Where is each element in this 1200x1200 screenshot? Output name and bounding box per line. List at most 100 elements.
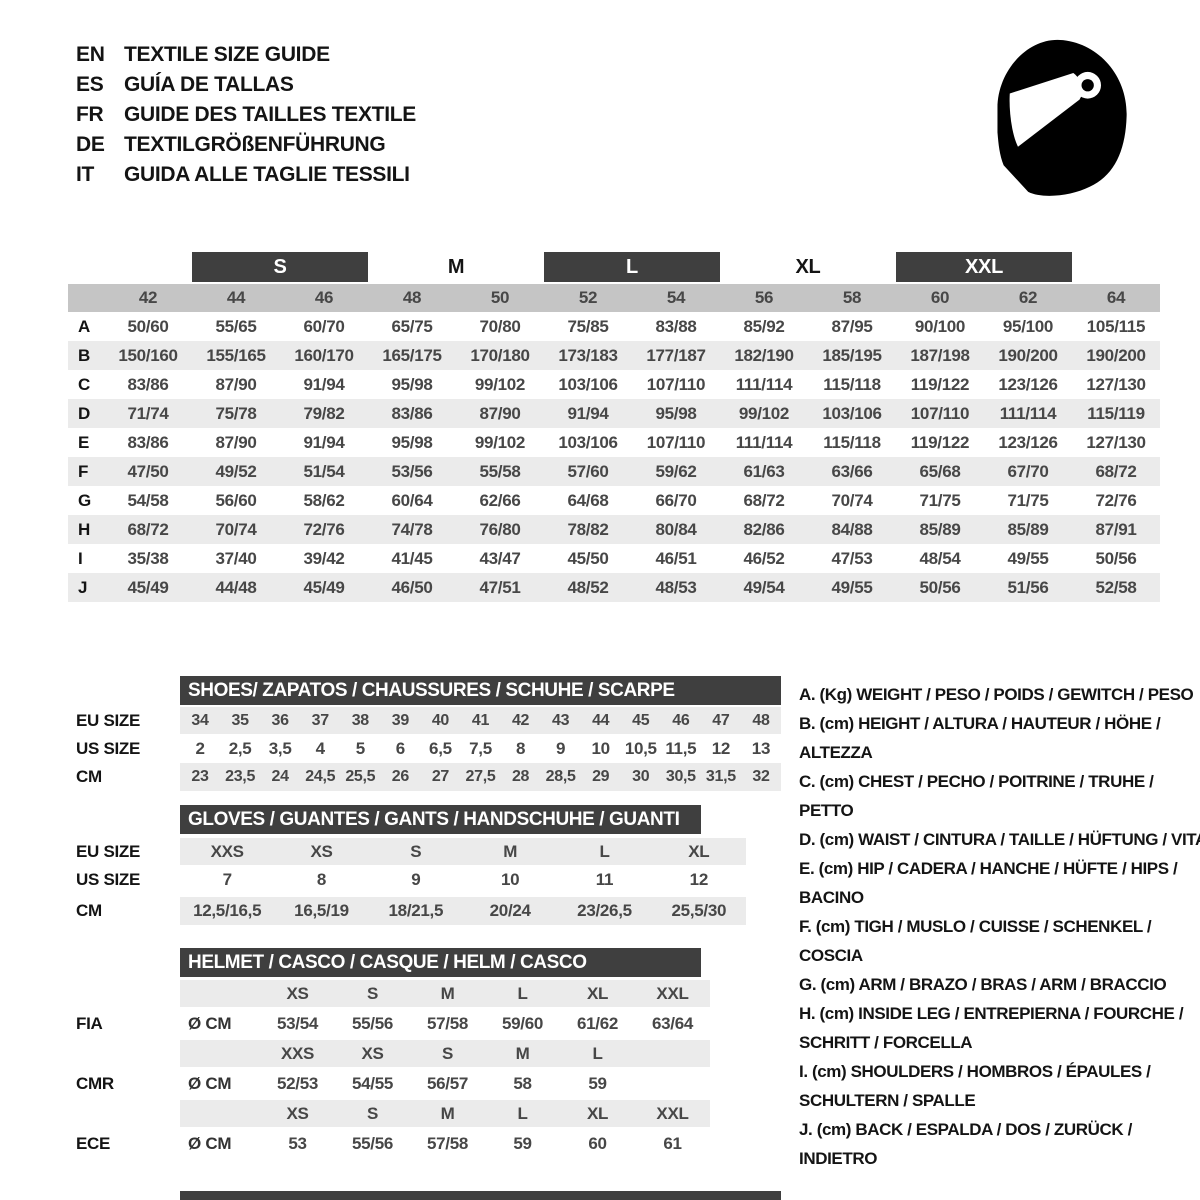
size-cell: 115/118 <box>823 374 881 394</box>
size-cell: 44/48 <box>215 577 257 597</box>
cmr-sizes-row: XXS XS S M L <box>180 1040 710 1067</box>
size-cell: 150/160 <box>118 345 178 365</box>
row-letter: G <box>78 490 91 510</box>
language-row: IT GUIDA ALLE TAGLIE TESSILI <box>76 160 416 190</box>
size-cell: 82/86 <box>743 519 785 539</box>
eu-size-header-band: 42 44 46 48 50 52 54 56 58 60 62 64 <box>68 284 1160 312</box>
eu-size-label: EU SIZE <box>76 841 141 861</box>
size-cell: 72/76 <box>303 519 345 539</box>
helmet-size-section: HELMET / CASCO / CASQUE / HELM / CASCO F… <box>0 948 1200 1168</box>
us-size-label: US SIZE <box>76 870 141 889</box>
size-cell: 83/86 <box>127 432 169 452</box>
size-cell: 173/183 <box>558 345 618 365</box>
shoe-eu-size: 47 <box>712 711 730 729</box>
size-cell: 50/56 <box>919 577 961 597</box>
helmet-size: XXL <box>656 983 689 1003</box>
helmet-cm-value: 61/62 <box>576 1013 619 1033</box>
size-cell: 91/94 <box>303 432 345 452</box>
page-title: GUIDA ALLE TAGLIE TESSILI <box>124 163 410 186</box>
size-cell: 51/56 <box>1007 577 1049 597</box>
size-cell: 91/94 <box>303 374 345 394</box>
size-cell: 83/88 <box>655 316 697 336</box>
row-letter: B <box>78 345 90 365</box>
helmet-cm-value: 55/56 <box>351 1013 394 1033</box>
helmet-cm-value: 57/58 <box>426 1133 469 1153</box>
row-letter: F <box>78 461 89 481</box>
size-cell: 48/53 <box>655 577 697 597</box>
shoe-us-size: 9 <box>556 738 566 758</box>
size-cell: 57/60 <box>567 461 609 481</box>
size-cell: 119/122 <box>910 374 970 394</box>
size-cell: 87/90 <box>215 432 257 452</box>
size-cell: 39/42 <box>303 548 345 568</box>
size-cell: 107/110 <box>646 432 706 452</box>
glove-eu-size: XXS <box>210 841 244 861</box>
shoe-cm-size: 30 <box>632 768 650 785</box>
glove-us-size: 10 <box>501 870 520 889</box>
size-cell: 182/190 <box>734 345 794 365</box>
helmet-cm-value: 56/57 <box>426 1073 469 1093</box>
size-cell: 99/102 <box>738 403 790 423</box>
size-group-xxl: XXL <box>896 252 1072 282</box>
size-cell: 127/130 <box>1086 374 1146 394</box>
size-cell: 71/75 <box>1007 490 1049 510</box>
helmet-size: XXL <box>656 1103 689 1123</box>
size-cell: 177/187 <box>646 345 706 365</box>
helmet-cm-value: 59/60 <box>501 1013 544 1033</box>
size-cell: 54/58 <box>127 490 169 510</box>
size-cell: 75/78 <box>215 403 257 423</box>
glove-cm-size: 20/24 <box>489 901 531 920</box>
size-cell: 75/85 <box>567 316 609 336</box>
legend-item: C. (cm) CHEST / PECHO / POITRINE / TRUHE… <box>799 772 1154 820</box>
shoe-eu-size: 48 <box>752 711 770 729</box>
helmet-cm-value: 59 <box>588 1073 607 1093</box>
legend-item: G. (cm) ARM / BRAZO / BRAS / ARM / BRACC… <box>799 975 1167 994</box>
textile-size-table: S M L XL XXL 42 44 46 48 50 52 54 56 58 60 62 64 A … <box>68 252 1160 602</box>
helmet-size: XS <box>286 983 309 1003</box>
size-cell: 45/49 <box>303 577 345 597</box>
size-cell: 45/50 <box>567 548 609 568</box>
size-cell: 47/53 <box>831 548 873 568</box>
helmet-size: XL <box>586 983 609 1003</box>
glove-us-size: 9 <box>411 870 421 889</box>
table-row-b: B 150/160 155/165 160/170 165/175 170/180 173… <box>68 341 1160 370</box>
gloves-eu-row: XXS XS S M L XL <box>180 838 746 865</box>
shoe-eu-size: 44 <box>592 711 610 729</box>
size-cell: 72/76 <box>1095 490 1137 510</box>
shoe-eu-size: 39 <box>391 711 410 729</box>
fia-sizes-row: XS S M L XL XXL <box>180 980 710 1007</box>
size-cell: 107/110 <box>910 403 970 423</box>
glove-eu-size: S <box>410 841 422 861</box>
diameter-cm-label: Ø CM <box>188 1133 232 1153</box>
row-letter: D <box>78 403 90 423</box>
glove-eu-size: L <box>599 841 610 861</box>
helmet-cm-value: 61 <box>663 1133 682 1153</box>
size-cell: 103/106 <box>558 374 618 394</box>
legend-item: D. (cm) WAIST / CINTURA / TAILLE / HÜFTU… <box>799 830 1200 849</box>
shoe-us-size: 7,5 <box>469 738 492 758</box>
row-letter: J <box>78 577 88 597</box>
shoe-us-size: 3,5 <box>268 738 292 758</box>
size-cell: 95/98 <box>391 432 433 452</box>
language-code: FR <box>76 103 104 126</box>
legend-item: I. (cm) SHOULDERS / HOMBROS / ÉPAULES / … <box>799 1062 1151 1110</box>
page-title: GUÍA DE TALLAS <box>124 73 294 96</box>
language-row: FR GUIDE DES TAILLES TEXTILE <box>76 100 416 130</box>
size-cell: 190/200 <box>1086 345 1146 365</box>
size-cell: 103/106 <box>558 432 618 452</box>
size-cell: 41/45 <box>391 548 433 568</box>
glove-cm-size: 25,5/30 <box>671 901 727 920</box>
size-cell: 83/86 <box>127 374 169 394</box>
legend-item: E. (cm) HIP / CADERA / HANCHE / HÜFTE / … <box>799 859 1178 907</box>
helmet-size: L <box>517 1103 528 1123</box>
cm-label: CM <box>76 767 102 786</box>
size-cell: 115/118 <box>823 432 881 452</box>
ece-standard-label: ECE <box>76 1133 111 1153</box>
helmet-size: XL <box>586 1103 609 1123</box>
size-cell: 70/74 <box>215 519 257 539</box>
shoe-us-size: 6,5 <box>429 738 452 758</box>
shoe-cm-size: 29 <box>592 768 610 785</box>
helmet-size: XS <box>361 1043 384 1063</box>
diameter-cm-label: Ø CM <box>188 1073 232 1093</box>
